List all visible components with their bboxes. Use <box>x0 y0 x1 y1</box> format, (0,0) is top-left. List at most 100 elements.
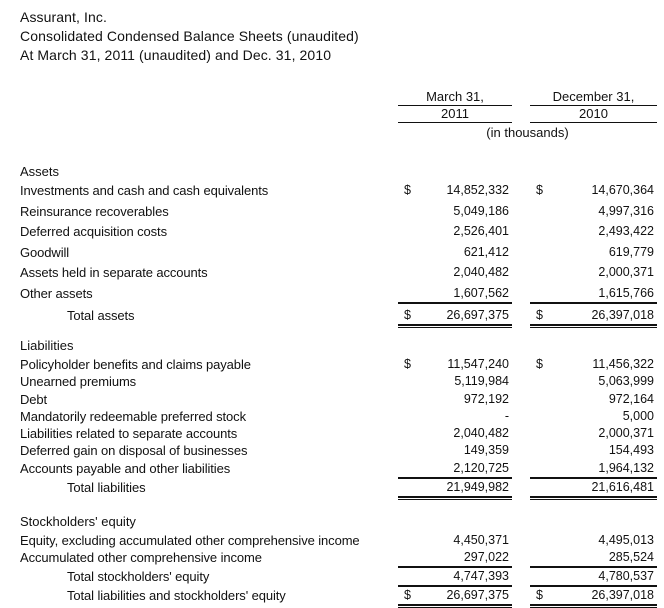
amount: 2,120,725 <box>453 460 509 475</box>
amount: 21,949,982 <box>446 480 509 495</box>
amount: 1,964,132 <box>598 460 654 475</box>
amount: 14,852,332 <box>446 183 509 197</box>
value-march: 5,049,186 <box>398 204 512 220</box>
value-march: 2,040,482 <box>398 265 512 281</box>
total-row: Total liabilities 21,949,982 21,616,481 <box>20 480 657 501</box>
value-december: 5,000 <box>530 409 657 425</box>
row-label: Other assets <box>20 285 93 301</box>
dollar-sign: $ <box>404 357 411 371</box>
value-march: $26,697,375 <box>398 588 512 608</box>
balance-sheet-document: Assurant, Inc. Consolidated Condensed Ba… <box>20 8 657 608</box>
column-header-march: March 31, 2011 <box>398 89 512 123</box>
amount: 149,359 <box>463 443 509 458</box>
amount: 4,747,393 <box>453 569 509 584</box>
row-label: Deferred acquisition costs <box>20 224 167 239</box>
row-label: Unearned premiums <box>20 374 137 390</box>
value-december: $14,670,364 <box>530 183 657 199</box>
value-march: $11,547,240 <box>398 357 512 373</box>
amount: 14,670,364 <box>591 183 654 197</box>
table-row: Goodwill 621,412 619,779 <box>20 245 657 261</box>
units-label: (in thousands) <box>486 125 569 140</box>
column-header-spacer <box>20 89 398 123</box>
column-headers: March 31, 2011 December 31, 2010 <box>20 89 657 123</box>
amount: 972,192 <box>463 391 509 406</box>
amount: 5,000 <box>622 408 654 423</box>
value-march: 149,359 <box>398 443 512 459</box>
value-december: 1,615,766 <box>530 286 657 304</box>
column-header-march-year: 2011 <box>398 106 512 123</box>
amount: 2,040,482 <box>453 265 509 279</box>
amount: 2,493,422 <box>598 224 654 238</box>
amount: 297,022 <box>463 550 509 565</box>
section-title-stockholders-equity: Stockholders' equity <box>20 514 136 530</box>
dollar-sign: $ <box>404 308 411 322</box>
section-liabilities: Liabilities Policyholder benefits and cl… <box>20 338 657 501</box>
document-title: Consolidated Condensed Balance Sheets (u… <box>20 28 359 44</box>
row-label: Equity, excluding accumulated other comp… <box>20 533 360 549</box>
table-row: Other assets 1,607,562 1,615,766 <box>20 286 657 304</box>
row-label: Reinsurance recoverables <box>20 203 169 219</box>
table-row: Policyholder benefits and claims payable… <box>20 357 657 373</box>
amount: 285,524 <box>608 550 654 565</box>
row-label: Accounts payable and other liabilities <box>20 460 231 476</box>
row-label: Debt <box>20 391 48 407</box>
value-march: 2,526,401 <box>398 224 512 240</box>
row-label: Total liabilities <box>67 480 146 496</box>
amount: 1,607,562 <box>453 285 509 300</box>
value-march: 297,022 <box>398 550 512 569</box>
amount: 4,780,537 <box>598 569 654 584</box>
company-name: Assurant, Inc. <box>20 9 107 25</box>
amount: 621,412 <box>463 244 509 259</box>
table-row: Investments and cash and cash equivalent… <box>20 183 657 199</box>
row-label: Total liabilities and stockholders' equi… <box>67 588 286 604</box>
amount: 26,697,375 <box>446 588 509 603</box>
amount: 972,164 <box>608 391 654 406</box>
table-row: Accumulated other comprehensive income 2… <box>20 550 657 569</box>
value-march: 4,747,393 <box>398 569 512 588</box>
amount: 5,049,186 <box>453 203 509 218</box>
document-header: Assurant, Inc. Consolidated Condensed Ba… <box>20 8 657 65</box>
table-row: Accounts payable and other liabilities 2… <box>20 461 657 479</box>
value-december: 2,000,371 <box>530 265 657 281</box>
column-header-december-label: December 31, <box>530 89 657 106</box>
value-march: $26,697,375 <box>398 308 512 328</box>
amount: 5,063,999 <box>598 374 654 389</box>
value-december: 285,524 <box>530 550 657 569</box>
value-march: 972,192 <box>398 392 512 408</box>
row-label: Total stockholders' equity <box>67 569 210 585</box>
table-row: Reinsurance recoverables 5,049,186 4,997… <box>20 204 657 220</box>
column-header-december-year: 2010 <box>530 106 657 123</box>
table-row: Unearned premiums 5,119,984 5,063,999 <box>20 374 657 390</box>
amount: 26,397,018 <box>591 308 654 322</box>
row-label: Policyholder benefits and claims payable <box>20 357 251 372</box>
value-december: 972,164 <box>530 392 657 408</box>
row-label: Deferred gain on disposal of businesses <box>20 443 248 459</box>
table-row: Debt 972,192 972,164 <box>20 392 657 408</box>
amount: 1,615,766 <box>598 285 654 300</box>
row-label: Mandatorily redeemable preferred stock <box>20 408 246 424</box>
table-row: Liabilities related to separate accounts… <box>20 426 657 442</box>
total-row: Total assets $26,697,375 $26,397,018 <box>20 308 657 328</box>
value-march: 4,450,371 <box>398 533 512 549</box>
value-december: 4,495,013 <box>530 533 657 549</box>
amount: 26,697,375 <box>446 308 509 322</box>
value-december: 21,616,481 <box>530 480 657 501</box>
value-december: 5,063,999 <box>530 374 657 390</box>
column-gap <box>512 89 530 123</box>
value-december: 4,780,537 <box>530 569 657 588</box>
table-row: Equity, excluding accumulated other comp… <box>20 533 657 549</box>
amount: 21,616,481 <box>591 480 654 495</box>
row-label: Investments and cash and cash equivalent… <box>20 183 269 198</box>
value-march: $14,852,332 <box>398 183 512 199</box>
column-header-march-label: March 31, <box>398 89 512 106</box>
value-december: 1,964,132 <box>530 461 657 479</box>
table-row: Mandatorily redeemable preferred stock -… <box>20 409 657 425</box>
amount: 26,397,018 <box>591 588 654 603</box>
row-label: Accumulated other comprehensive income <box>20 550 262 566</box>
document-subtitle: At March 31, 2011 (unaudited) and Dec. 3… <box>20 47 332 63</box>
value-december: $11,456,322 <box>530 357 657 373</box>
row-label: Goodwill <box>20 244 70 260</box>
total-row: Total stockholders' equity 4,747,393 4,7… <box>20 569 657 588</box>
section-assets: Assets Investments and cash and cash equ… <box>20 164 657 328</box>
section-title-assets: Assets <box>20 164 60 179</box>
